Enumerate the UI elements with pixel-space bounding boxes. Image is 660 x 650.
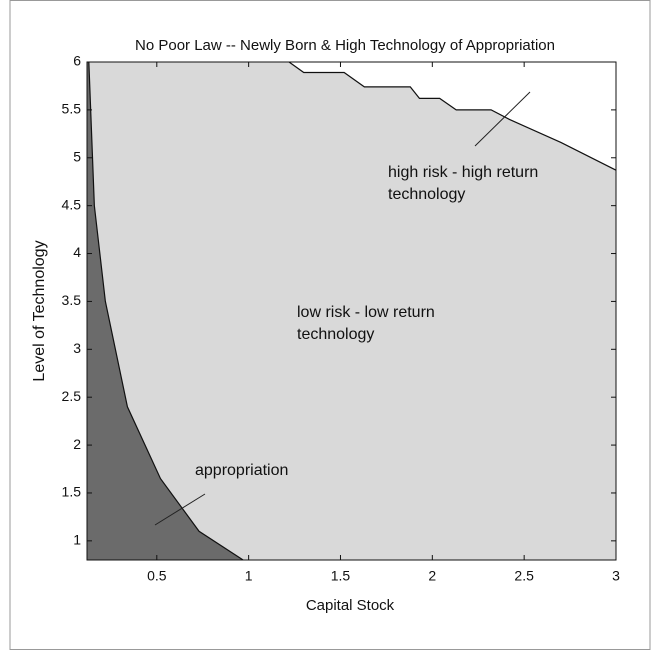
y-tick-label: 4 <box>73 244 81 260</box>
y-tick-label: 3.5 <box>62 292 82 308</box>
x-tick-label: 2.5 <box>514 568 534 584</box>
region <box>87 62 244 560</box>
plot-area: 0.5 1 1.5 2 2.5 3 1 1.5 2 2.5 3 3.5 4 4.5 5 5.5 6 appropr… <box>62 53 621 584</box>
boundary-line <box>88 61 244 561</box>
x-axis-label: Capital Stock <box>306 597 395 614</box>
pointer <box>154 493 206 526</box>
annotation: technology <box>297 326 374 343</box>
annotation: high risk - high return <box>388 164 538 181</box>
y-tick-label: 2 <box>73 436 81 452</box>
pointer <box>474 91 531 147</box>
y-tick-label: 1 <box>73 532 81 548</box>
region <box>289 62 616 171</box>
annotation: technology <box>388 186 465 203</box>
y-tick-label: 6 <box>73 53 81 69</box>
annotation: low risk - low return <box>297 304 435 321</box>
y-tick-label: 5.5 <box>62 101 82 117</box>
background-region <box>87 62 616 560</box>
y-tick-label: 3 <box>73 340 81 356</box>
y-tick-label: 4.5 <box>62 196 82 212</box>
x-tick-label: 1.5 <box>331 568 351 584</box>
x-tick-label: 2 <box>428 568 436 584</box>
axes-box <box>86 61 617 561</box>
x-tick-label: 3 <box>612 568 620 584</box>
x-tick-label: 1 <box>245 568 253 584</box>
x-tick-label: 0.5 <box>147 568 167 584</box>
y-tick-label: 2.5 <box>62 388 82 404</box>
annotation: appropriation <box>195 462 288 479</box>
y-tick-label: 1.5 <box>62 484 82 500</box>
chart-title: No Poor Law -- Newly Born & High Technol… <box>135 37 555 54</box>
boundary-line <box>288 61 617 171</box>
y-tick-label: 5 <box>73 148 81 164</box>
y-axis-label: Level of Technology <box>31 240 48 381</box>
